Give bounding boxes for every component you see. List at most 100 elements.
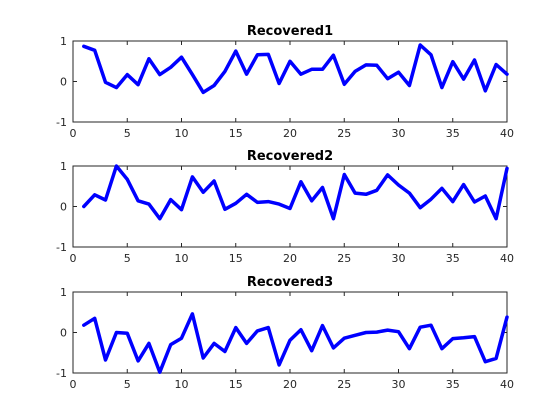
data-point (278, 82, 280, 84)
data-point (311, 350, 313, 352)
data-point (148, 203, 150, 205)
data-point (115, 86, 117, 88)
data-point (495, 63, 497, 65)
y-tick-label: 0 (60, 76, 67, 89)
data-point (430, 198, 432, 200)
data-point (332, 347, 334, 349)
series-line (82, 43, 509, 95)
data-point (300, 181, 302, 183)
data-point (180, 56, 182, 58)
data-point (441, 348, 443, 350)
data-point (235, 50, 237, 52)
data-point (376, 331, 378, 333)
data-point (506, 316, 508, 318)
data-point (397, 71, 399, 73)
data-point (495, 217, 497, 219)
data-point (83, 205, 85, 207)
data-point (332, 217, 334, 219)
data-point (462, 337, 464, 339)
data-point (256, 54, 258, 56)
data-point (397, 330, 399, 332)
x-tick-label: 25 (337, 378, 351, 391)
data-point (235, 202, 237, 204)
data-point (83, 45, 85, 47)
data-point (473, 335, 475, 337)
data-point (386, 329, 388, 331)
data-point (354, 334, 356, 336)
data-point (419, 207, 421, 209)
data-point (376, 189, 378, 191)
data-point (321, 324, 323, 326)
data-point (473, 201, 475, 203)
data-point (213, 342, 215, 344)
data-point (441, 187, 443, 189)
data-point (94, 317, 96, 319)
x-tick-label: 15 (229, 378, 243, 391)
data-point (386, 77, 388, 79)
x-tick-label: 20 (283, 127, 297, 140)
y-tick-label: 1 (60, 286, 67, 299)
x-tick-label: 20 (283, 378, 297, 391)
data-point (245, 342, 247, 344)
x-tick-label: 30 (392, 127, 406, 140)
data-point (495, 357, 497, 359)
data-point (169, 66, 171, 68)
data-point (202, 357, 204, 359)
x-tick-label: 40 (500, 127, 514, 140)
data-point (462, 78, 464, 80)
data-point (126, 178, 128, 180)
data-point (180, 337, 182, 339)
data-point (452, 337, 454, 339)
y-tick-label: -1 (56, 241, 67, 254)
data-point (300, 328, 302, 330)
data-point (343, 83, 345, 85)
data-point (191, 176, 193, 178)
x-tick-label: 0 (70, 378, 77, 391)
data-point (137, 200, 139, 202)
data-point (452, 60, 454, 62)
data-point (300, 73, 302, 75)
data-point (332, 54, 334, 56)
data-point (452, 200, 454, 202)
data-point (169, 343, 171, 345)
data-point (289, 339, 291, 341)
data-point (115, 165, 117, 167)
data-point (126, 73, 128, 75)
data-point (408, 348, 410, 350)
data-point (311, 200, 313, 202)
data-point (159, 217, 161, 219)
data-point (115, 331, 117, 333)
x-tick-label: 40 (500, 252, 514, 265)
series-line (82, 164, 509, 221)
data-point (397, 184, 399, 186)
series-line (82, 312, 509, 374)
data-point (180, 209, 182, 211)
data-point (473, 59, 475, 61)
data-point (365, 331, 367, 333)
y-tick-label: 1 (60, 35, 67, 48)
data-point (245, 73, 247, 75)
data-point (94, 194, 96, 196)
y-tick-label: 0 (60, 327, 67, 340)
data-point (408, 84, 410, 86)
data-point (462, 183, 464, 185)
x-tick-label: 0 (70, 252, 77, 265)
x-tick-label: 30 (392, 252, 406, 265)
data-point (267, 326, 269, 328)
data-point (365, 64, 367, 66)
data-point (386, 174, 388, 176)
data-point (159, 73, 161, 75)
data-point (126, 332, 128, 334)
data-point (430, 324, 432, 326)
x-tick-label: 25 (337, 127, 351, 140)
chart-title: Recovered1 (247, 24, 333, 39)
data-point (148, 342, 150, 344)
data-point (321, 186, 323, 188)
x-tick-label: 10 (175, 252, 189, 265)
data-point (83, 324, 85, 326)
data-point (104, 199, 106, 201)
data-point (343, 173, 345, 175)
data-point (289, 207, 291, 209)
data-point (213, 180, 215, 182)
